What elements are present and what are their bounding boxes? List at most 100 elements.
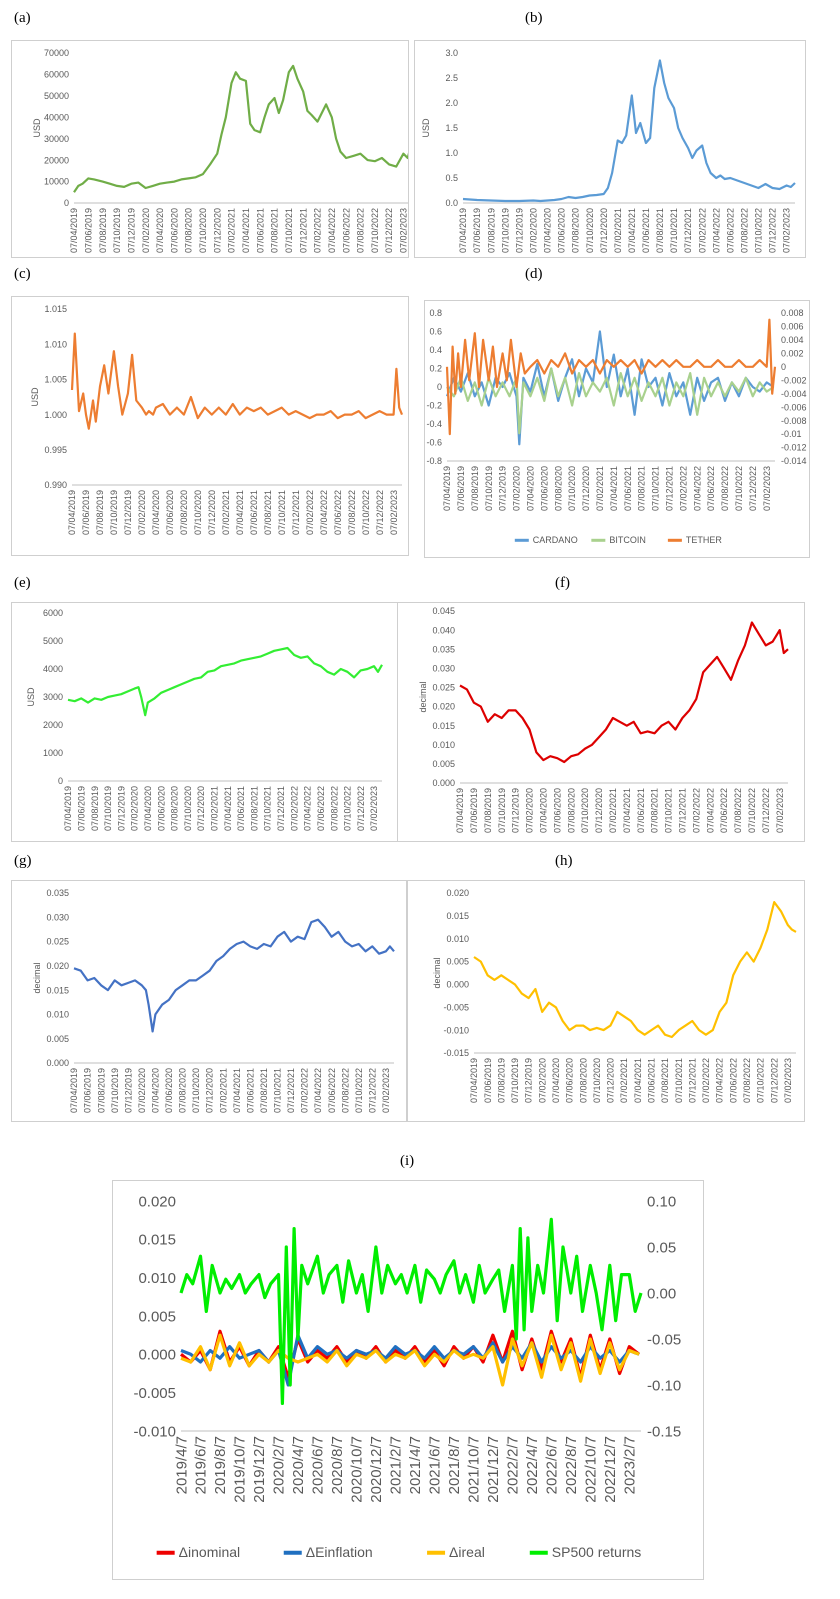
x-tick-label: 07/04/2022	[303, 786, 313, 831]
x-tick-label: 07/08/2022	[329, 786, 339, 831]
x-tick-label: 07/04/2019	[67, 490, 77, 535]
x-tick-label: 07/04/2019	[69, 208, 79, 253]
x-tick-label: 07/06/2019	[81, 490, 91, 535]
x-tick-label: 07/10/2019	[484, 466, 494, 511]
x-tick-label: 07/02/2021	[608, 788, 618, 833]
x-tick-label: 07/08/2020	[179, 490, 189, 535]
x-tick-label: 07/04/2020	[543, 208, 553, 253]
y-tick-label: 0.010	[138, 1270, 176, 1287]
y-tick-label: -0.010	[443, 1025, 469, 1035]
y-tick-label: 0	[64, 198, 69, 208]
x-tick-label: 07/10/2022	[747, 788, 757, 833]
y-tick-label: 0.040	[432, 625, 455, 635]
x-tick-label: 07/06/2020	[164, 1068, 174, 1113]
y-tick-label: 0.990	[44, 480, 67, 490]
y2-tick-label: -0.10	[647, 1377, 681, 1394]
x-tick-label: 07/12/2019	[116, 786, 126, 831]
x-tick-label: 07/10/2022	[370, 208, 380, 253]
x-tick-label: 07/12/2019	[498, 466, 508, 511]
x-tick-label: 07/06/2021	[623, 466, 633, 511]
x-tick-label: 07/10/2021	[669, 208, 679, 253]
legend-label: Δinominal	[179, 1544, 241, 1560]
chart-c-tether-price: 0.990 0.995 1.000 1.005 1.010 1.015 07/04/2019…	[11, 296, 409, 556]
x-tick-label: 07/04/2021	[633, 1058, 643, 1103]
y-tick-label: 0.000	[432, 778, 455, 788]
chart-f-nominal-rate: 0.000 0.005 0.010 0.015 0.020 0.025 0.030 0.035…	[397, 602, 805, 842]
y-tick-label: 10000	[44, 177, 69, 187]
x-tick-label: 07/12/2022	[384, 208, 394, 253]
series-line-real	[473, 901, 797, 1039]
y-tick-label: -0.6	[426, 438, 442, 448]
x-tick-label: 2021/2/7	[388, 1436, 405, 1494]
y-axis-label: USD	[32, 118, 42, 138]
chart-a-svg: 0 10000 20000 30000 40000 50000 60000 70000 07/0…	[32, 48, 408, 253]
x-tick-label: 07/08/2021	[637, 466, 647, 511]
y-tick-label: 0.020	[46, 961, 69, 971]
x-tick-label: 2020/4/7	[290, 1436, 307, 1494]
series-line-sp500-returns	[179, 1217, 643, 1405]
x-tick-label: 07/10/2022	[756, 1058, 766, 1103]
x-tick-label: 07/06/2021	[245, 1068, 255, 1113]
x-tick-label: 2020/6/7	[310, 1436, 327, 1494]
x-tick-label: 07/08/2020	[571, 208, 581, 253]
x-tick-label: 07/08/2020	[566, 788, 576, 833]
x-tick-label: 07/12/2022	[761, 788, 771, 833]
y-tick-label: 0.025	[432, 683, 455, 693]
x-tick-label: 07/06/2020	[552, 788, 562, 833]
x-tick-label: 07/06/2021	[636, 788, 646, 833]
x-tick-label: 07/06/2020	[165, 490, 175, 535]
x-tick-label: 07/06/2019	[469, 788, 479, 833]
x-tick-label: 07/08/2021	[660, 1058, 670, 1103]
x-tick-label: 07/04/2021	[232, 1068, 242, 1113]
y2-tick-label: -0.004	[781, 389, 807, 399]
x-tick-label: 07/04/2022	[327, 208, 337, 253]
x-tick-label: 07/08/2022	[733, 788, 743, 833]
x-tick-label: 07/12/2021	[298, 208, 308, 253]
legend-label: TETHER	[686, 535, 723, 545]
y-tick-label: 0.005	[138, 1308, 176, 1325]
x-tick-label: 07/04/2022	[711, 208, 721, 253]
y-tick-label: 0.020	[138, 1193, 176, 1210]
y-tick-label: 0.0	[445, 198, 458, 208]
y-tick-label: 3.0	[445, 48, 458, 58]
x-tick-label: 2020/2/7	[271, 1436, 288, 1494]
x-tick-label: 07/10/2021	[277, 490, 287, 535]
series-line-tether	[70, 332, 404, 430]
x-tick-label: 07/06/2019	[76, 786, 86, 831]
y2-tick-label: 0	[781, 362, 786, 372]
y-tick-label: 0.045	[432, 606, 455, 616]
y-axis-label: decimal	[418, 681, 428, 712]
series-line-inflation-expectation	[73, 918, 395, 1033]
x-tick-label: 07/10/2022	[734, 466, 744, 511]
x-tick-label: 07/02/2020	[141, 208, 151, 253]
y-tick-label: 0.6	[429, 327, 442, 337]
x-tick-label: 07/06/2021	[236, 786, 246, 831]
y-tick-label: 0.000	[446, 980, 469, 990]
x-tick-label: 07/04/2022	[715, 1058, 725, 1103]
x-tick-label: 2022/10/7	[583, 1436, 600, 1503]
panel-label-g: (g)	[14, 853, 32, 869]
x-tick-label: 07/10/2020	[198, 208, 208, 253]
x-tick-label: 07/06/2021	[641, 208, 651, 253]
chart-f-svg: 0.000 0.005 0.010 0.015 0.020 0.025 0.030 0.035…	[418, 606, 789, 833]
x-tick-label: 07/10/2020	[567, 466, 577, 511]
x-tick-label: 07/06/2022	[725, 208, 735, 253]
x-tick-label: 07/12/2022	[769, 1058, 779, 1103]
x-tick-label: 07/02/2022	[691, 788, 701, 833]
x-tick-label: 07/04/2021	[627, 208, 637, 253]
x-tick-label: 07/06/2019	[83, 1068, 93, 1113]
x-tick-label: 07/08/2019	[90, 786, 100, 831]
x-tick-label: 07/12/2020	[196, 786, 206, 831]
x-tick-label: 07/08/2019	[95, 490, 105, 535]
y2-tick-label: -0.014	[781, 456, 807, 466]
y2-tick-label: 0.05	[647, 1239, 676, 1256]
chart-h-real-rate: -0.015 -0.010 -0.005 0.000 0.005 0.010 0.015 0.…	[407, 880, 805, 1122]
y-tick-label: -0.005	[443, 1002, 469, 1012]
series-line-cardano	[462, 59, 796, 203]
x-tick-label: 07/06/2021	[647, 1058, 657, 1103]
x-tick-label: 07/12/2021	[286, 1068, 296, 1113]
x-tick-label: 07/12/2021	[665, 466, 675, 511]
y-tick-label: 0.015	[46, 985, 69, 995]
y-tick-label: 0.4	[429, 345, 442, 355]
x-tick-label: 07/12/2020	[606, 1058, 616, 1103]
